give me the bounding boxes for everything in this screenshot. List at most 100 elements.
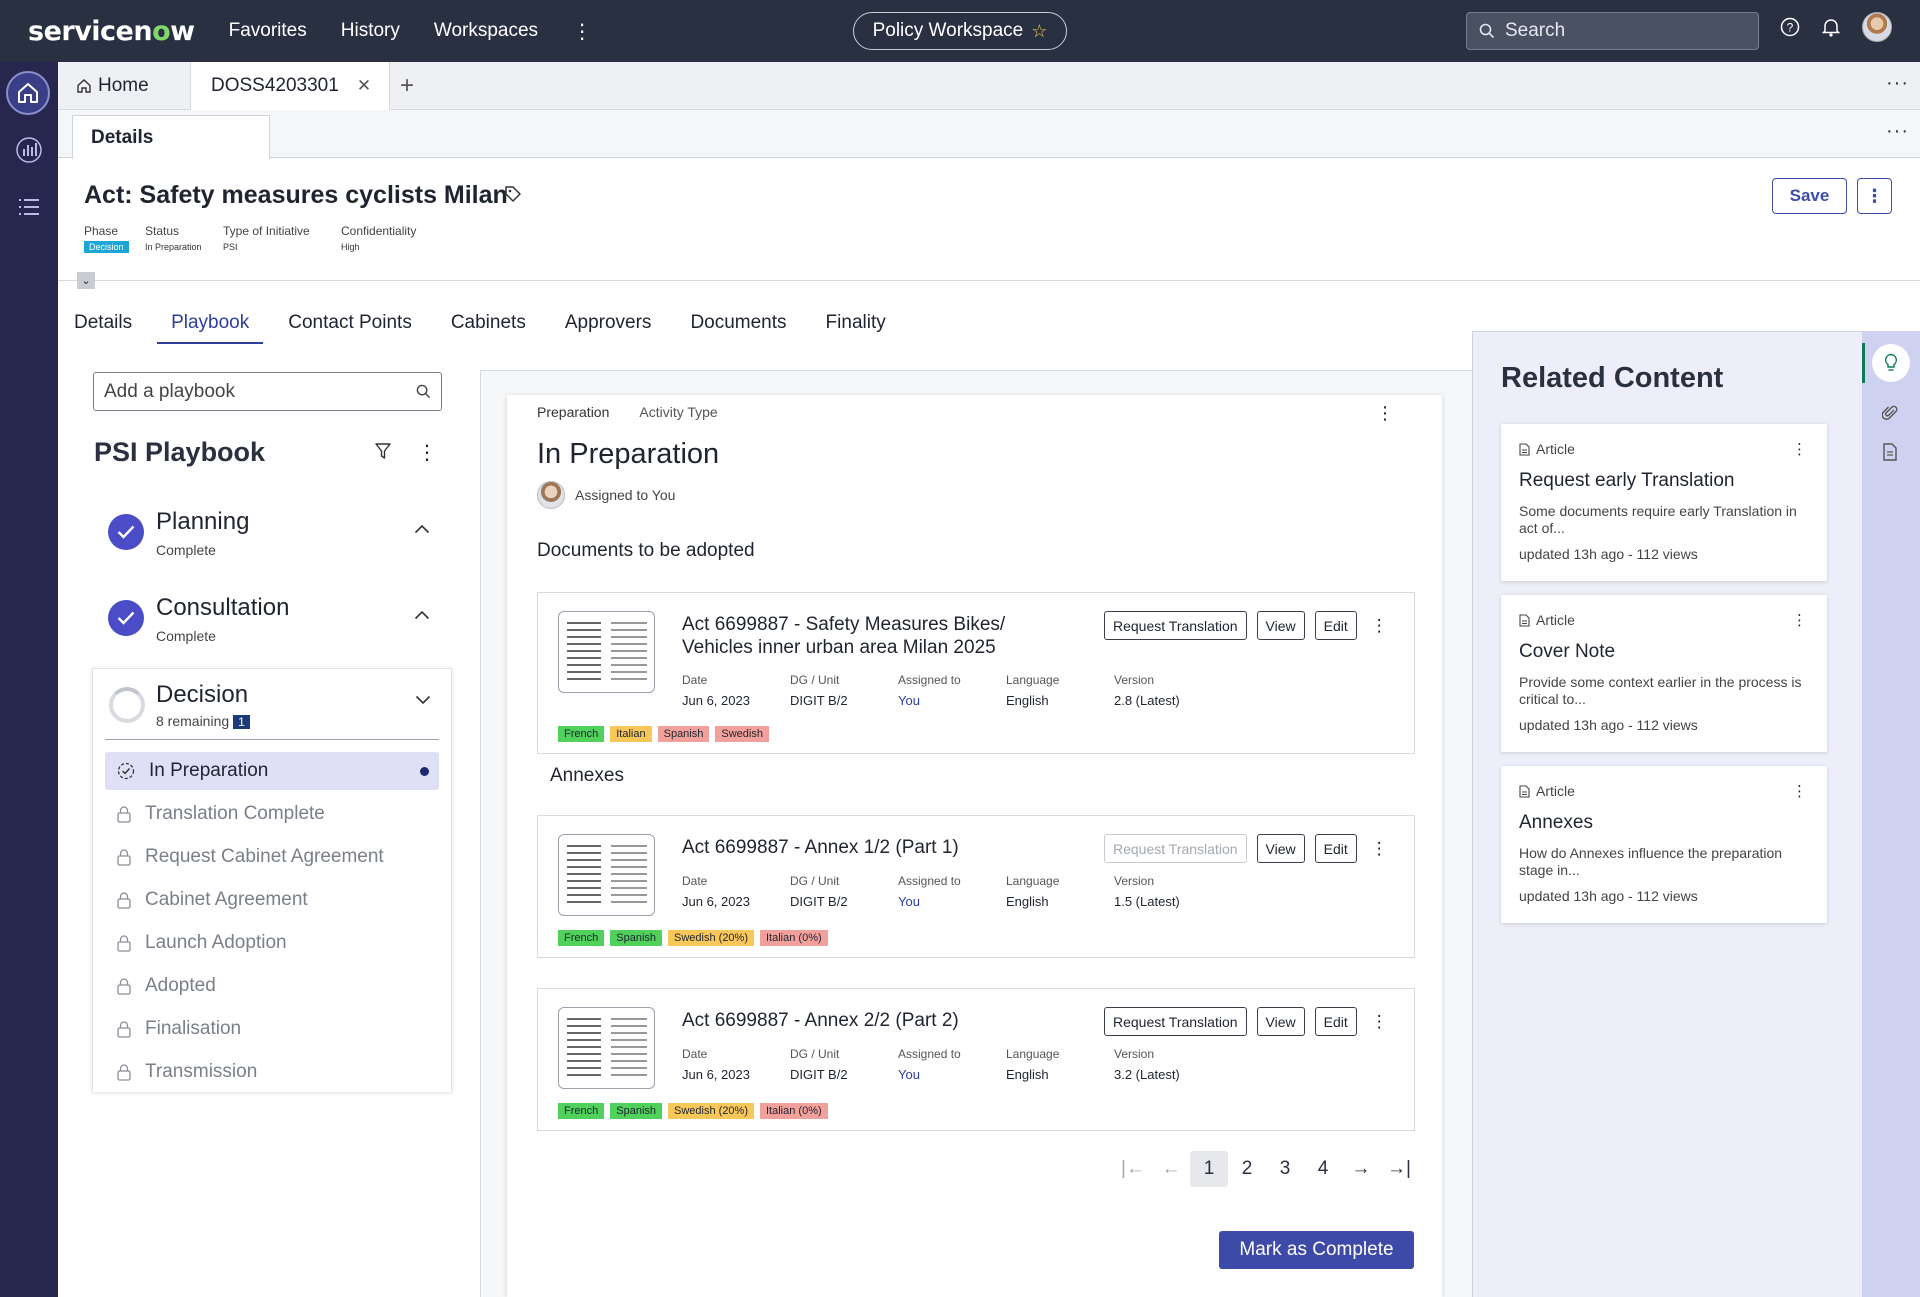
crumb-preparation[interactable]: Preparation: [537, 404, 610, 420]
document-thumbnail[interactable]: [558, 611, 655, 693]
nav-history[interactable]: History: [340, 20, 400, 41]
step-cabinet-agreement[interactable]: Cabinet Agreement: [105, 881, 439, 919]
star-icon[interactable]: ☆: [1031, 20, 1048, 41]
lock-icon: [117, 1020, 131, 1038]
analytics-icon[interactable]: [15, 136, 43, 164]
close-icon[interactable]: ✕: [356, 76, 372, 95]
step-adopted[interactable]: Adopted: [105, 967, 439, 1005]
playbook-more-icon[interactable]: ⋮: [417, 442, 437, 464]
chevron-down-icon[interactable]: ⌄: [77, 272, 95, 289]
activity-more-icon[interactable]: ⋮: [1376, 403, 1394, 423]
right-rail: [1862, 331, 1920, 1297]
home-rail-button[interactable]: [6, 71, 50, 115]
document-actions: Request Translation View Edit ⋮: [1104, 834, 1388, 863]
attachment-icon[interactable]: [1871, 394, 1909, 432]
document-icon[interactable]: [1871, 433, 1909, 471]
lightbulb-icon[interactable]: [1872, 344, 1910, 382]
related-article-card[interactable]: Article ⋮ Annexes How do Annexes influence …: [1501, 766, 1827, 923]
tab-documents[interactable]: Documents: [690, 312, 787, 333]
step-in-preparation[interactable]: In Preparation: [105, 752, 439, 790]
related-article-card[interactable]: Article ⋮ Request early Translation Some do…: [1501, 424, 1827, 581]
tab-playbook[interactable]: Playbook: [157, 312, 264, 344]
servicenow-logo[interactable]: servicenow: [28, 15, 195, 47]
playbook-search-input[interactable]: Add a playbook: [93, 372, 442, 411]
phase-remaining: 8 remaining 1: [156, 713, 250, 729]
activity-card: Preparation Activity Type ⋮ In Preparati…: [507, 395, 1442, 1297]
page-1[interactable]: 1: [1190, 1151, 1228, 1187]
tab-finality[interactable]: Finality: [825, 312, 886, 333]
language-tag: French: [558, 1103, 605, 1119]
document-title[interactable]: Act 6699887 - Annex 2/2 (Part 2): [682, 1010, 959, 1031]
chevron-up-icon[interactable]: [414, 610, 430, 620]
tab-approvers[interactable]: Approvers: [564, 312, 652, 333]
language-tags: French Italian Spanish Swedish: [558, 726, 769, 742]
edit-button[interactable]: Edit: [1314, 611, 1357, 640]
tab-overflow-icon[interactable]: ···: [1886, 72, 1909, 94]
document-title[interactable]: Act 6699887 - Safety Measures Bikes/ Veh…: [682, 614, 1006, 658]
search-icon: [1479, 23, 1495, 39]
article-more-icon[interactable]: ⋮: [1792, 441, 1807, 458]
related-content-title: Related Content: [1501, 362, 1724, 394]
tab-record[interactable]: DOSS4203301 ✕: [190, 62, 390, 110]
step-finalisation[interactable]: Finalisation: [105, 1010, 439, 1048]
tab-home[interactable]: Home: [76, 62, 149, 110]
home-icon: [77, 79, 91, 93]
view-button[interactable]: View: [1256, 611, 1305, 640]
document-more-icon[interactable]: ⋮: [1370, 838, 1388, 858]
document-thumbnail[interactable]: [558, 1007, 655, 1089]
filter-icon[interactable]: [374, 442, 392, 460]
step-request-cabinet-agreement[interactable]: Request Cabinet Agreement: [105, 838, 439, 876]
edit-button[interactable]: Edit: [1314, 834, 1357, 863]
edit-button[interactable]: Edit: [1314, 1007, 1357, 1036]
nav-favorites[interactable]: Favorites: [228, 20, 307, 41]
article-title[interactable]: Cover Note: [1519, 641, 1616, 662]
nav-workspaces[interactable]: Workspaces: [433, 20, 539, 41]
request-translation-button[interactable]: Request Translation: [1104, 834, 1247, 863]
request-translation-button[interactable]: Request Translation: [1104, 1007, 1247, 1036]
subtab-overflow-icon[interactable]: ···: [1886, 120, 1909, 142]
subtab-details[interactable]: Details: [72, 115, 270, 159]
workspace-pill[interactable]: Policy Workspace ☆: [853, 12, 1067, 50]
page-4[interactable]: 4: [1317, 1158, 1329, 1179]
bell-icon[interactable]: [1822, 17, 1840, 37]
document-fields: Date Jun 6, 2023 DG / Unit DIGIT B/2 Assigne…: [682, 874, 1222, 909]
list-icon[interactable]: [17, 197, 41, 217]
prev-page-icon[interactable]: ←: [1161, 1158, 1181, 1179]
first-page-icon[interactable]: |←: [1121, 1158, 1145, 1179]
tab-contact-points[interactable]: Contact Points: [288, 312, 412, 333]
step-launch-adoption[interactable]: Launch Adoption: [105, 924, 439, 962]
chevron-down-icon[interactable]: [415, 695, 431, 705]
chevron-up-icon[interactable]: [414, 524, 430, 534]
user-avatar[interactable]: [1862, 12, 1892, 42]
record-more-button[interactable]: ⋮: [1857, 178, 1892, 214]
document-more-icon[interactable]: ⋮: [1370, 1011, 1388, 1031]
last-page-icon[interactable]: →|: [1387, 1158, 1411, 1179]
more-nav-icon[interactable]: ⋮: [572, 20, 593, 43]
article-more-icon[interactable]: ⋮: [1792, 783, 1807, 800]
step-transmission[interactable]: Transmission: [105, 1053, 439, 1091]
next-page-icon[interactable]: →: [1351, 1158, 1371, 1179]
step-translation-complete[interactable]: Translation Complete: [105, 795, 439, 833]
article-title[interactable]: Request early Translation: [1519, 470, 1735, 491]
tab-cabinets[interactable]: Cabinets: [450, 312, 526, 333]
related-article-card[interactable]: Article ⋮ Cover Note Provide some context e…: [1501, 595, 1827, 752]
article-more-icon[interactable]: ⋮: [1792, 612, 1807, 629]
page-3[interactable]: 3: [1279, 1158, 1291, 1179]
page-2[interactable]: 2: [1241, 1158, 1253, 1179]
new-tab-button[interactable]: +: [400, 72, 415, 99]
document-more-icon[interactable]: ⋮: [1370, 615, 1388, 635]
tag-icon[interactable]: [504, 185, 522, 203]
help-icon[interactable]: ?: [1780, 17, 1800, 37]
document-title[interactable]: Act 6699887 - Annex 1/2 (Part 1): [682, 837, 959, 858]
article-updated: updated 13h ago - 112 views: [1519, 717, 1698, 733]
document-thumbnail[interactable]: [558, 834, 655, 916]
crumb-activity-type[interactable]: Activity Type: [639, 404, 718, 420]
global-search-input[interactable]: Search: [1466, 12, 1759, 50]
view-button[interactable]: View: [1256, 834, 1305, 863]
article-title[interactable]: Annexes: [1519, 812, 1593, 833]
save-button[interactable]: Save: [1772, 178, 1847, 214]
tab-details[interactable]: Details: [74, 312, 133, 333]
view-button[interactable]: View: [1256, 1007, 1305, 1036]
mark-complete-button[interactable]: Mark as Complete: [1219, 1231, 1414, 1269]
request-translation-button[interactable]: Request Translation: [1104, 611, 1247, 640]
